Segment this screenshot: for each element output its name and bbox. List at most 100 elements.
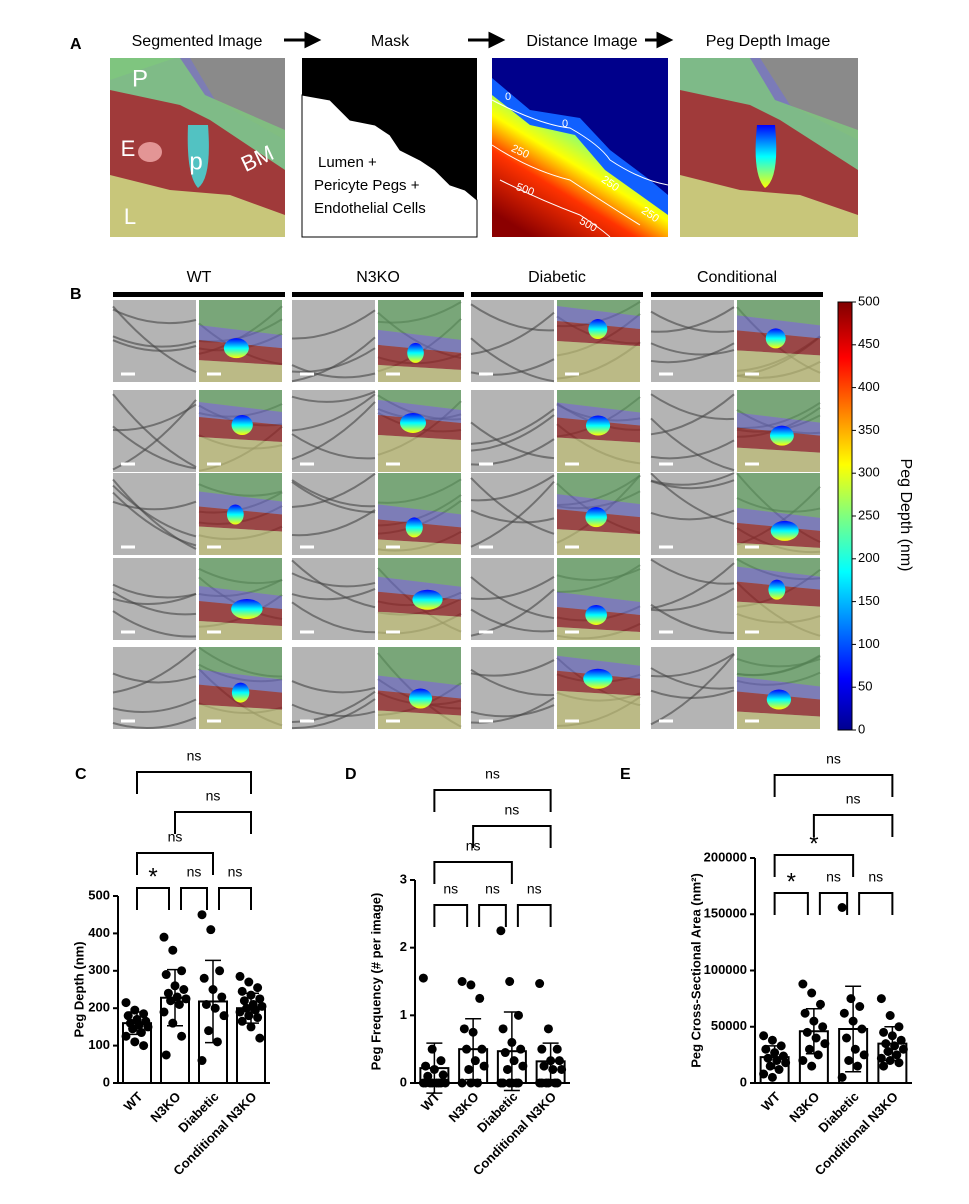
panel-label: A <box>70 36 82 53</box>
data-point <box>244 1011 254 1021</box>
membrane <box>470 576 555 620</box>
data-point <box>253 1013 263 1023</box>
data-point <box>876 994 886 1004</box>
region-label: L <box>124 204 136 229</box>
membrane <box>650 393 735 436</box>
membrane <box>291 347 376 373</box>
group-title: Diabetic <box>528 269 586 286</box>
overlay <box>737 676 820 700</box>
data-point <box>438 1070 448 1080</box>
data-point <box>250 1005 260 1015</box>
group-bar <box>651 292 823 297</box>
membrane <box>291 433 376 460</box>
significance-bracket <box>812 814 894 837</box>
membrane <box>112 698 197 713</box>
data-point <box>212 1037 222 1047</box>
data-point <box>765 1061 775 1071</box>
y-tick-label: 150000 <box>704 906 747 921</box>
em-image <box>651 300 734 382</box>
data-point <box>177 966 187 976</box>
significance-label: ns <box>504 802 519 818</box>
y-tick-label: 0 <box>103 1074 110 1089</box>
data-point <box>423 1071 433 1081</box>
x-tick-label: N3KO <box>446 1089 482 1125</box>
contour-label: 0 <box>562 118 568 130</box>
membrane <box>650 342 735 356</box>
overlay <box>378 504 461 528</box>
data-point <box>208 985 218 994</box>
data-point <box>539 1061 549 1071</box>
data-point <box>498 1024 508 1034</box>
overlay <box>557 390 640 413</box>
significance-bracket <box>136 887 170 910</box>
data-point <box>759 1069 769 1079</box>
dynamic: Segmented Image Mask Distance Image Peg Dep… <box>71 33 913 1178</box>
y-tick-label: 0 <box>740 1074 747 1089</box>
overlay <box>737 647 820 687</box>
peg <box>769 425 794 446</box>
data-point <box>242 1003 252 1013</box>
colorbar-tick-label: 50 <box>858 679 872 694</box>
membrane <box>470 477 555 535</box>
data-point <box>121 1031 131 1041</box>
colorbar-tick-label: 0 <box>858 721 865 736</box>
overlay <box>378 710 461 729</box>
overlay <box>199 704 282 729</box>
overlay <box>199 325 282 349</box>
data-point <box>552 1078 562 1088</box>
data-point <box>837 1072 847 1082</box>
data-point <box>537 1078 547 1088</box>
data-point <box>239 996 249 1006</box>
data-point <box>811 1033 821 1043</box>
region-label: E <box>121 136 136 161</box>
significance-label: ns <box>187 748 202 764</box>
data-point <box>807 988 817 998</box>
overlay <box>737 473 820 518</box>
overlay <box>557 473 640 505</box>
data-point <box>123 1011 133 1021</box>
data-point <box>201 999 211 1009</box>
data-point <box>557 1064 567 1074</box>
arrows <box>284 31 674 49</box>
data-point <box>466 1078 476 1088</box>
significance-bracket <box>433 861 513 884</box>
colorbar-tick-label: 300 <box>858 465 880 480</box>
significance-label: * <box>787 868 796 895</box>
data-point <box>894 1022 904 1032</box>
y-tick-label: 2 <box>400 939 407 954</box>
data-point <box>215 966 225 976</box>
data-point <box>470 1056 480 1066</box>
data-point <box>177 1031 187 1041</box>
data-point <box>807 1061 817 1071</box>
data-point <box>421 1061 431 1071</box>
data-point <box>498 1078 508 1088</box>
membrane <box>291 472 376 509</box>
data-point <box>767 1035 777 1045</box>
membrane <box>650 558 735 585</box>
data-point <box>543 1024 553 1034</box>
data-point <box>815 999 825 1009</box>
step-title: Distance Image <box>526 33 637 50</box>
membrane <box>470 608 555 633</box>
membrane <box>650 509 735 521</box>
panel-label: C <box>75 766 87 783</box>
significance-label: ns <box>206 788 221 804</box>
membrane <box>470 480 555 548</box>
data-point <box>427 1078 437 1088</box>
data-point <box>552 1044 562 1054</box>
em-image <box>651 558 734 640</box>
data-point <box>853 1061 863 1071</box>
overlay <box>557 437 640 472</box>
peg <box>585 604 607 625</box>
significance-label: ns <box>228 864 243 880</box>
y-tick-label: 500 <box>88 887 110 902</box>
overlay <box>199 647 282 680</box>
contour-label: 500 <box>514 181 535 199</box>
membrane <box>650 562 735 610</box>
peg <box>583 668 613 689</box>
data-point <box>892 1050 902 1060</box>
data-point <box>235 1007 245 1017</box>
membrane <box>470 414 555 452</box>
overlay <box>378 539 461 555</box>
significance-label: ns <box>443 881 458 897</box>
